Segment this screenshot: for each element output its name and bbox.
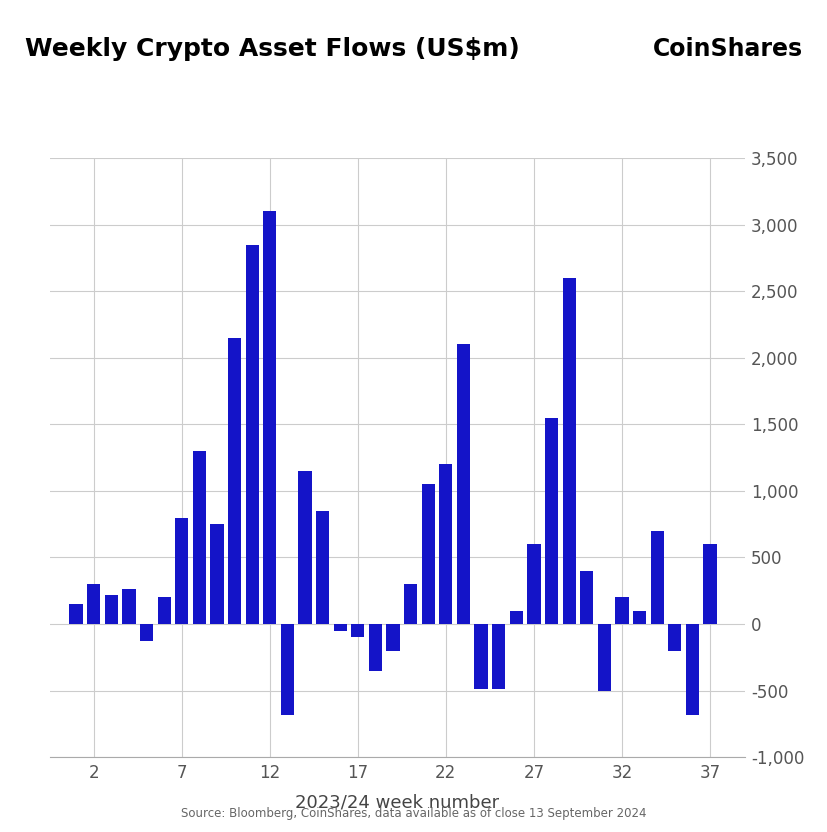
Bar [544,418,557,624]
Bar [685,624,698,715]
Bar [193,451,206,624]
Bar [667,624,681,651]
Bar [562,278,575,624]
Bar [527,544,540,624]
Bar [140,624,153,641]
Bar [597,624,610,691]
Bar [386,624,399,651]
Bar [157,597,170,624]
Bar [474,624,487,689]
Bar [298,471,311,624]
Bar [702,544,715,624]
Bar [280,624,294,715]
Bar [210,524,223,624]
Bar [122,589,136,624]
Bar [316,511,329,624]
Bar [509,611,523,624]
X-axis label: 2023/24 week number: 2023/24 week number [295,793,499,811]
Bar [439,464,452,624]
Text: Source: Bloomberg, CoinShares, data available as of close 13 September 2024: Source: Bloomberg, CoinShares, data avai… [181,806,646,820]
Text: CoinShares: CoinShares [653,37,802,62]
Bar [333,624,347,631]
Bar [580,571,593,624]
Bar [227,338,241,624]
Bar [632,611,645,624]
Bar [246,245,259,624]
Bar [263,211,276,624]
Bar [491,624,504,689]
Bar [457,344,470,624]
Bar [614,597,628,624]
Bar [421,484,434,624]
Bar [104,595,117,624]
Bar [87,584,100,624]
Bar [404,584,417,624]
Bar [368,624,381,671]
Bar [175,518,188,624]
Bar [69,604,83,624]
Bar [351,624,364,637]
Text: Weekly Crypto Asset Flows (US$m): Weekly Crypto Asset Flows (US$m) [25,37,519,62]
Bar [650,531,663,624]
